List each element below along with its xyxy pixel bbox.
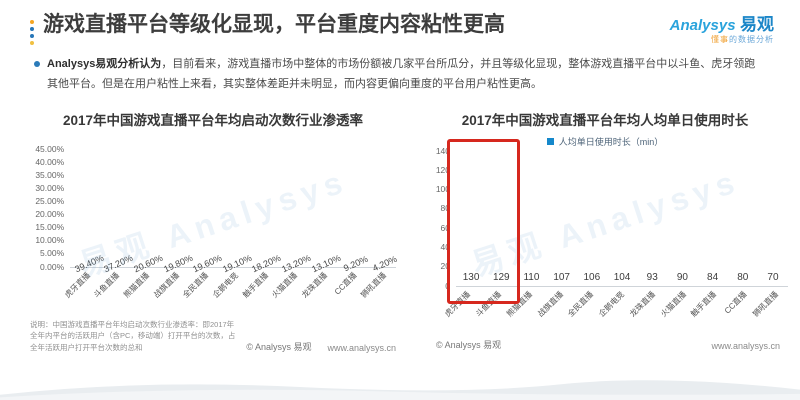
chart-footnote: 说明：中国游戏直播平台年均启动次数行业渗透率：即2017年全年内平台的活跃用户（… xyxy=(30,319,236,352)
legend-swatch-icon xyxy=(546,138,554,146)
y-axis-tick: 60 xyxy=(440,222,450,233)
chart-daily-usage: 易观 Analysys 2017年中国游戏直播平台年均人均单日使用时长 人均单日… xyxy=(422,109,788,354)
dot-icon xyxy=(30,41,34,45)
logo-cn-wordmark: 易观 xyxy=(740,15,774,34)
charts-row: 易观 Analysys 2017年中国游戏直播平台年均启动次数行业渗透率 45.… xyxy=(0,95,800,354)
header: 游戏直播平台等级化显现，平台重度内容粘性更高 Analysys 易观 懂事的数据… xyxy=(0,0,800,45)
website-text: www.analysys.cn xyxy=(327,343,396,354)
x-axis-label-slot: 龙珠直播 xyxy=(300,269,337,315)
y-axis-tick: 40.00% xyxy=(35,156,65,167)
y-axis-tick: 120 xyxy=(435,164,450,175)
bar-column: 93 xyxy=(637,272,667,286)
x-axis-label-slot: 狮吼直播 xyxy=(751,288,788,334)
bars: 39.40% 37.20% 20.60% 19.80% 19.60% 19.10% 18.2… xyxy=(70,149,399,274)
legend-label: 人均单日使用时长（min） xyxy=(558,137,664,148)
copyright-text: © Analysys 易观 xyxy=(436,339,502,350)
bar-column: 104 xyxy=(607,272,637,286)
logo-tagline-highlight: 懂事 xyxy=(711,35,729,45)
dot-icon xyxy=(30,27,34,31)
y-axis-tick: 15.00% xyxy=(35,222,65,233)
bar-value-label: 93 xyxy=(646,271,658,283)
bar-value-label: 129 xyxy=(492,271,510,283)
x-axis: 虎牙直播 斗鱼直播 熊猫直播 战旗直播 全民直播 企鹅电竞 龙珠直播 火猫直播 触手直播 CC直播… xyxy=(422,288,788,334)
bar-column: 90 xyxy=(667,272,697,286)
y-axis-tick: 140 xyxy=(435,145,450,156)
y-axis-tick: 30.00% xyxy=(35,182,65,193)
dot-icon xyxy=(30,34,34,38)
bar-value-label: 70 xyxy=(767,271,779,283)
bar-value-label: 110 xyxy=(523,271,540,283)
copyright-text: © Analysys 易观 xyxy=(246,342,312,353)
bar-column: 106 xyxy=(577,272,607,286)
y-axis-tick: 10.00% xyxy=(35,235,65,246)
x-axis-label: CC直播 xyxy=(723,289,750,316)
bar-value-label: 80 xyxy=(737,271,749,283)
logo-tagline: 懂事的数据分析 xyxy=(670,35,774,44)
y-axis-tick: 20.00% xyxy=(35,209,65,220)
commentary-body: ，目前看来，游戏直播市场中整体的市场份额被几家平台所瓜分，并且等级化显现，整体游… xyxy=(47,58,756,90)
y-axis-tick: 20 xyxy=(440,261,450,272)
y-axis-tick: 0.00% xyxy=(40,261,65,272)
analyst-commentary: Analysys易观分析认为，目前看来，游戏直播市场中整体的市场份额被几家平台所… xyxy=(34,55,760,95)
y-axis-tick: 40 xyxy=(440,242,450,252)
chart-title: 2017年中国游戏直播平台年均人均单日使用时长 xyxy=(461,112,749,128)
bar-value-label: 107 xyxy=(553,271,570,283)
dot-icon xyxy=(30,20,34,24)
page-title: 游戏直播平台等级化显现，平台重度内容粘性更高 xyxy=(43,13,505,36)
x-axis-label: 虎牙直播 xyxy=(62,270,92,300)
chart-footer: 说明：中国游戏直播平台年均启动次数行业渗透率：即2017年全年内平台的活跃用户（… xyxy=(30,319,396,354)
x-axis-label: CC直播 xyxy=(332,270,359,297)
y-axis-tick: 45.00% xyxy=(35,143,65,154)
y-axis: 140 120 100 80 60 40 20 0 xyxy=(422,146,456,291)
y-axis-tick: 25.00% xyxy=(35,196,65,207)
bar-value-label: 130 xyxy=(462,271,480,283)
website-text: www.analysys.cn xyxy=(711,340,780,351)
bar-column: 84 xyxy=(698,272,728,286)
bar-value-label: 106 xyxy=(583,271,601,283)
bar-column: 129 xyxy=(486,272,516,286)
x-axis-label: 虎牙直播 xyxy=(443,289,473,319)
bar-column: 130 xyxy=(456,272,486,286)
bar-value-label: 84 xyxy=(707,271,719,283)
bar-column: 4.20% xyxy=(366,253,398,273)
x-axis: 虎牙直播 斗鱼直播 熊猫直播 战旗直播 全民直播 企鹅电竞 触手直播 火猫直播 龙珠直播 CC直播… xyxy=(30,269,396,315)
plot-area: 140 120 100 80 60 40 20 0 130 129 110 107 106 104 93 9… xyxy=(422,138,788,304)
bar-value-label: 104 xyxy=(613,271,631,283)
y-axis: 45.00% 40.00% 35.00% 30.00% 25.00% 20.00% 15.0… xyxy=(30,144,70,272)
analysys-logo: Analysys 易观 懂事的数据分析 xyxy=(670,12,774,45)
logo-wordmark: Analysys 易观 xyxy=(670,15,774,35)
bar-column: 70 xyxy=(758,272,788,286)
bullet-icon xyxy=(34,61,40,67)
bars: 130 129 110 107 106 104 93 90 84 80 70 xyxy=(456,151,788,287)
title-dots-icon xyxy=(30,20,34,45)
bar-column: 107 xyxy=(547,272,577,286)
logo-en-wordmark: Analysys xyxy=(669,17,736,34)
y-axis-tick: 35.00% xyxy=(35,169,65,180)
legend: 人均单日使用时长（min） xyxy=(422,135,788,149)
logo-tagline-rest: 的数据分析 xyxy=(729,35,774,45)
x-axis-label-slot: 狮吼直播 xyxy=(359,269,396,315)
y-axis-tick: 100 xyxy=(435,184,450,195)
bottom-wave-decoration xyxy=(0,380,800,400)
chart-footer: © Analysys 易观 www.analysys.cn xyxy=(422,338,788,351)
bar-column: 110 xyxy=(516,272,546,286)
y-axis-tick: 80 xyxy=(440,203,450,214)
bar-column: 39.40% xyxy=(70,252,105,274)
x-axis-label-slot: 触手直播 xyxy=(689,288,727,334)
y-axis-tick: 5.00% xyxy=(40,248,65,259)
chart-title: 2017年中国游戏直播平台年均启动次数行业渗透率 xyxy=(62,112,364,128)
bar-value-label: 90 xyxy=(676,271,688,283)
plot-area: 45.00% 40.00% 35.00% 30.00% 25.00% 20.00% 15.0… xyxy=(30,144,399,274)
commentary-lead: Analysys易观分析认为 xyxy=(47,58,162,70)
chart-startup-penetration: 易观 Analysys 2017年中国游戏直播平台年均启动次数行业渗透率 45.… xyxy=(30,109,399,354)
bar-column: 80 xyxy=(728,272,758,286)
